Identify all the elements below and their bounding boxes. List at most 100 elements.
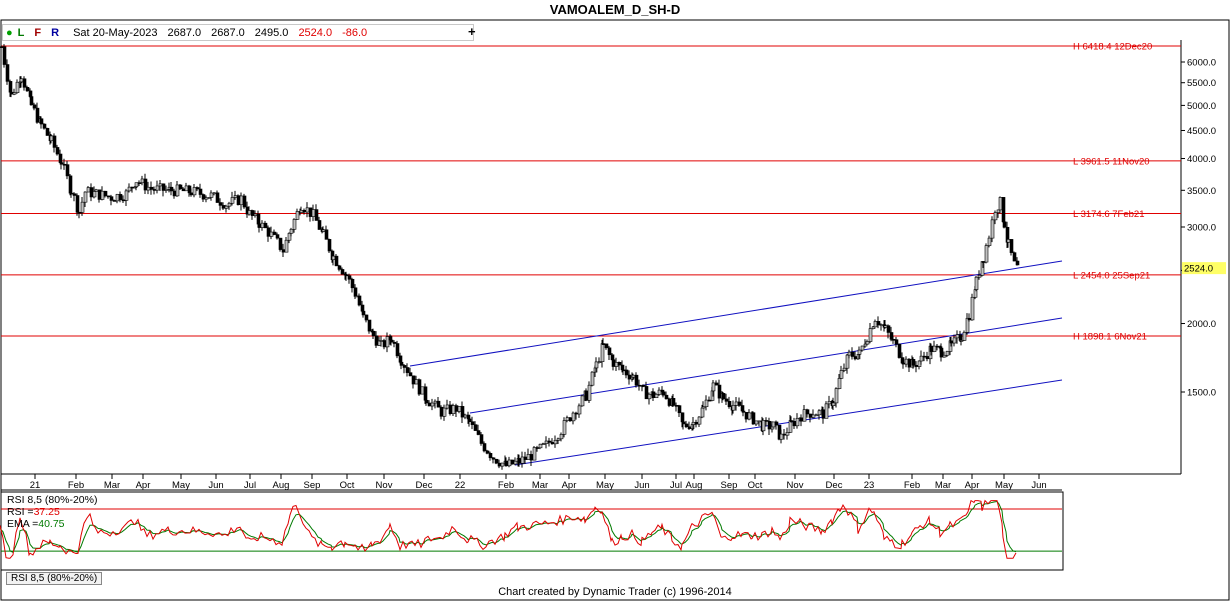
x-tick-label: Dec — [826, 480, 843, 491]
candle — [831, 397, 836, 410]
candle-body — [879, 324, 884, 326]
candle — [925, 351, 930, 362]
candle — [367, 319, 372, 334]
candle-body — [115, 194, 120, 202]
candle — [942, 351, 947, 358]
candle — [236, 194, 241, 206]
candle — [184, 182, 189, 192]
candle — [805, 408, 810, 418]
candle — [860, 345, 865, 352]
candle — [272, 229, 277, 236]
candle — [218, 198, 223, 211]
candle-body — [967, 317, 972, 321]
candle-body — [839, 370, 844, 379]
candle-body — [654, 394, 659, 399]
candle — [374, 331, 379, 348]
candle — [707, 396, 712, 402]
candle-body — [118, 194, 123, 201]
candle-body — [263, 222, 268, 229]
y-tick-label: 3000.0 — [1187, 223, 1216, 234]
candle-body — [12, 92, 17, 95]
candle-body — [871, 326, 876, 329]
candle — [52, 133, 57, 153]
candle — [993, 210, 998, 225]
tab-rsi[interactable]: RSI 8,5 (80%-20%) — [6, 572, 103, 585]
toggle-r[interactable]: R — [51, 26, 60, 39]
candle — [140, 175, 145, 186]
candle — [641, 384, 646, 388]
candle-body — [112, 200, 117, 202]
candle-body — [161, 183, 166, 191]
x-tick-label: Jun — [1031, 480, 1046, 491]
candle — [55, 144, 60, 156]
candle — [845, 353, 850, 374]
toggle-f[interactable]: F — [34, 26, 42, 39]
candle-body — [697, 416, 702, 425]
candle-body — [100, 190, 105, 200]
y-tick-label: 5500.0 — [1187, 78, 1216, 89]
candle — [364, 314, 369, 323]
candle-body — [764, 420, 769, 422]
candle — [424, 398, 429, 406]
candle — [863, 339, 868, 348]
candle-body — [597, 361, 602, 363]
candle-body — [529, 454, 534, 461]
candle-body — [97, 189, 102, 200]
candle — [597, 357, 602, 364]
candle-body — [942, 354, 947, 358]
candle-body — [868, 328, 873, 342]
candle-body — [198, 188, 203, 195]
candle — [697, 416, 702, 428]
candle — [121, 195, 126, 204]
candle-body — [25, 86, 30, 92]
candle-body — [32, 104, 37, 109]
candle-body — [802, 409, 807, 422]
candle — [451, 403, 456, 417]
candle-body — [914, 364, 919, 367]
candle — [161, 183, 166, 197]
x-tick-label: Mar — [935, 480, 951, 491]
candle-body — [360, 304, 365, 312]
candle — [714, 380, 719, 386]
candle — [442, 404, 447, 421]
candle-body — [45, 127, 50, 136]
candle-body — [75, 195, 80, 213]
candle — [260, 220, 265, 231]
candle — [500, 462, 505, 470]
candle — [529, 450, 534, 466]
candle-body — [799, 417, 804, 422]
candle-body — [523, 456, 528, 460]
candle-body — [711, 382, 716, 392]
candle — [83, 191, 88, 207]
level-label: H 1898.1 6Nov21 — [1073, 331, 1147, 342]
candle — [337, 264, 342, 272]
add-symbol-icon[interactable]: + — [468, 24, 476, 39]
candle — [734, 396, 739, 411]
candle — [284, 237, 289, 253]
candle-body — [651, 391, 656, 399]
candle — [15, 79, 20, 94]
y-tick-label: 4500.0 — [1187, 126, 1216, 137]
candle — [281, 243, 286, 258]
x-tick-label: Aug — [273, 480, 290, 491]
candle-body — [731, 405, 736, 411]
candle — [510, 459, 515, 465]
candle-body — [2, 46, 7, 65]
x-tick-label: Jun — [634, 480, 649, 491]
candle — [842, 363, 847, 373]
candle-body — [314, 209, 319, 221]
candle — [317, 216, 322, 230]
candle-body — [744, 412, 749, 420]
candle-body — [814, 414, 819, 417]
candle-body — [827, 400, 832, 405]
toggle-l[interactable]: L — [17, 26, 25, 39]
candle — [169, 182, 174, 196]
candle — [405, 363, 410, 377]
candle-body — [308, 207, 313, 217]
candle — [538, 443, 543, 450]
candle — [77, 211, 82, 219]
candle-body — [707, 399, 712, 402]
candle — [955, 330, 960, 344]
candle-body — [624, 369, 629, 376]
